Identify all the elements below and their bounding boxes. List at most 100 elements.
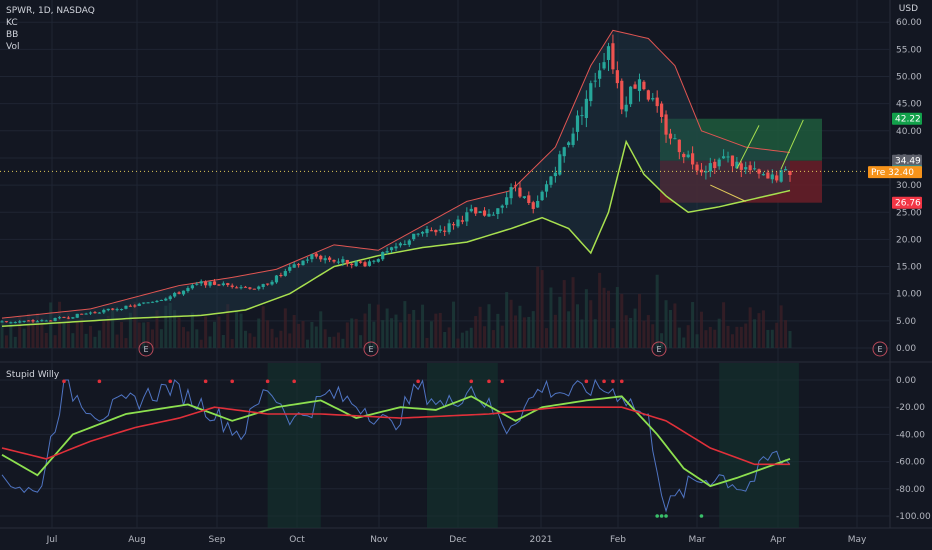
osc-line-fast (1, 378, 791, 513)
osc-signal-dot-top (203, 379, 208, 384)
candle-body (270, 281, 274, 285)
symbol-title[interactable]: SPWR, 1D, NASDAQ (6, 6, 95, 16)
volume-bar (97, 330, 101, 348)
volume-bar (332, 336, 336, 348)
volume-bar (540, 270, 544, 348)
price-tick-label: 55.00 (896, 45, 922, 55)
currency-label: USD (898, 4, 918, 14)
candle-body (761, 174, 766, 176)
candle-body (252, 288, 256, 290)
volume-bar (615, 287, 619, 348)
volume-bar (75, 322, 79, 348)
volume-bar (779, 305, 783, 348)
volume-bar (22, 328, 26, 348)
osc-signal-dot-top (62, 379, 66, 384)
candle-body (168, 296, 172, 300)
volume-bar (66, 313, 70, 348)
volume-bar (699, 311, 703, 348)
osc-signal-dot-top (500, 379, 505, 384)
osc-signal-dot-top (416, 379, 420, 384)
volume-bar (465, 330, 469, 348)
candle-body (0, 321, 4, 323)
volume-bar (664, 300, 668, 348)
earnings-marker-label: E (143, 345, 148, 354)
candle-body (274, 275, 279, 283)
volume-bar (31, 320, 35, 348)
price-tag-label: 26.76 (895, 199, 921, 209)
candle-body (629, 86, 633, 105)
candle-body (57, 317, 62, 319)
volume-bar (549, 287, 553, 348)
volume-bar (274, 337, 278, 348)
lower-pane-title[interactable]: Stupid Willy (6, 370, 60, 380)
candle-body (372, 260, 376, 262)
candle-body (575, 115, 580, 132)
volume-bar (71, 333, 75, 348)
volume-bar (624, 315, 628, 348)
candle-body (226, 283, 230, 286)
volume-bar (305, 339, 309, 348)
time-tick-label: Aug (128, 535, 146, 545)
candle-body (553, 172, 557, 177)
volume-bar (443, 331, 447, 348)
indicator-kc[interactable]: KC (6, 18, 18, 28)
candle-body (301, 260, 305, 266)
candle-body (668, 133, 673, 139)
price-tick-label: 60.00 (896, 18, 922, 28)
volume-bar (598, 272, 602, 348)
candle-body (350, 263, 354, 266)
volume-bar (620, 293, 624, 348)
volume-bar (58, 301, 62, 348)
candle-body (558, 154, 562, 175)
osc-signal-dot-top (487, 379, 491, 384)
price-tick-label: 15.00 (896, 263, 922, 273)
osc-signal-dot-top (611, 379, 615, 384)
volume-bar (208, 336, 212, 348)
volume-bar (496, 313, 500, 348)
candle-body (97, 312, 101, 314)
volume-bar (13, 336, 17, 348)
volume-bar (748, 307, 752, 348)
volume-bar (514, 315, 518, 348)
price-tag-label: 42.22 (895, 115, 921, 125)
volume-bar (673, 303, 677, 348)
candle-body (323, 258, 327, 261)
volume-bar (686, 325, 690, 348)
candle-body (518, 187, 522, 197)
candle-body (217, 284, 221, 286)
candle-body (456, 219, 460, 227)
indicator-vol[interactable]: Vol (6, 42, 20, 52)
price-tag-bg (892, 196, 922, 209)
candle-body (243, 286, 248, 288)
candle-body (540, 191, 544, 201)
candle-body (420, 231, 425, 234)
candle-body (438, 229, 442, 231)
candle-body (412, 233, 416, 240)
volume-bar (469, 327, 473, 348)
volume-bar (385, 308, 389, 348)
volume-bar (279, 330, 283, 348)
volume-bar (89, 325, 93, 348)
candle-body (18, 321, 22, 323)
volume-bar (186, 331, 190, 348)
candle-body (13, 322, 17, 324)
candle-body (695, 164, 699, 171)
indicator-bb[interactable]: BB (6, 30, 19, 40)
candle-body (474, 207, 478, 214)
volume-bar (151, 329, 155, 348)
candle-body (133, 305, 137, 307)
candle-body (620, 80, 624, 110)
kc-upper-line (1, 29, 791, 319)
volume-bar (536, 266, 540, 348)
projection-arrow (780, 119, 804, 170)
volume-bar (243, 330, 247, 348)
volume-bar (44, 332, 48, 348)
volume-bar (606, 290, 610, 348)
price-tag-bg (868, 166, 922, 179)
candle-body (279, 274, 283, 276)
volume-bar (323, 329, 327, 348)
volume-bar (447, 327, 451, 348)
candle-body (376, 259, 380, 262)
candle-body (336, 261, 341, 263)
earnings-marker-ring (363, 341, 379, 357)
